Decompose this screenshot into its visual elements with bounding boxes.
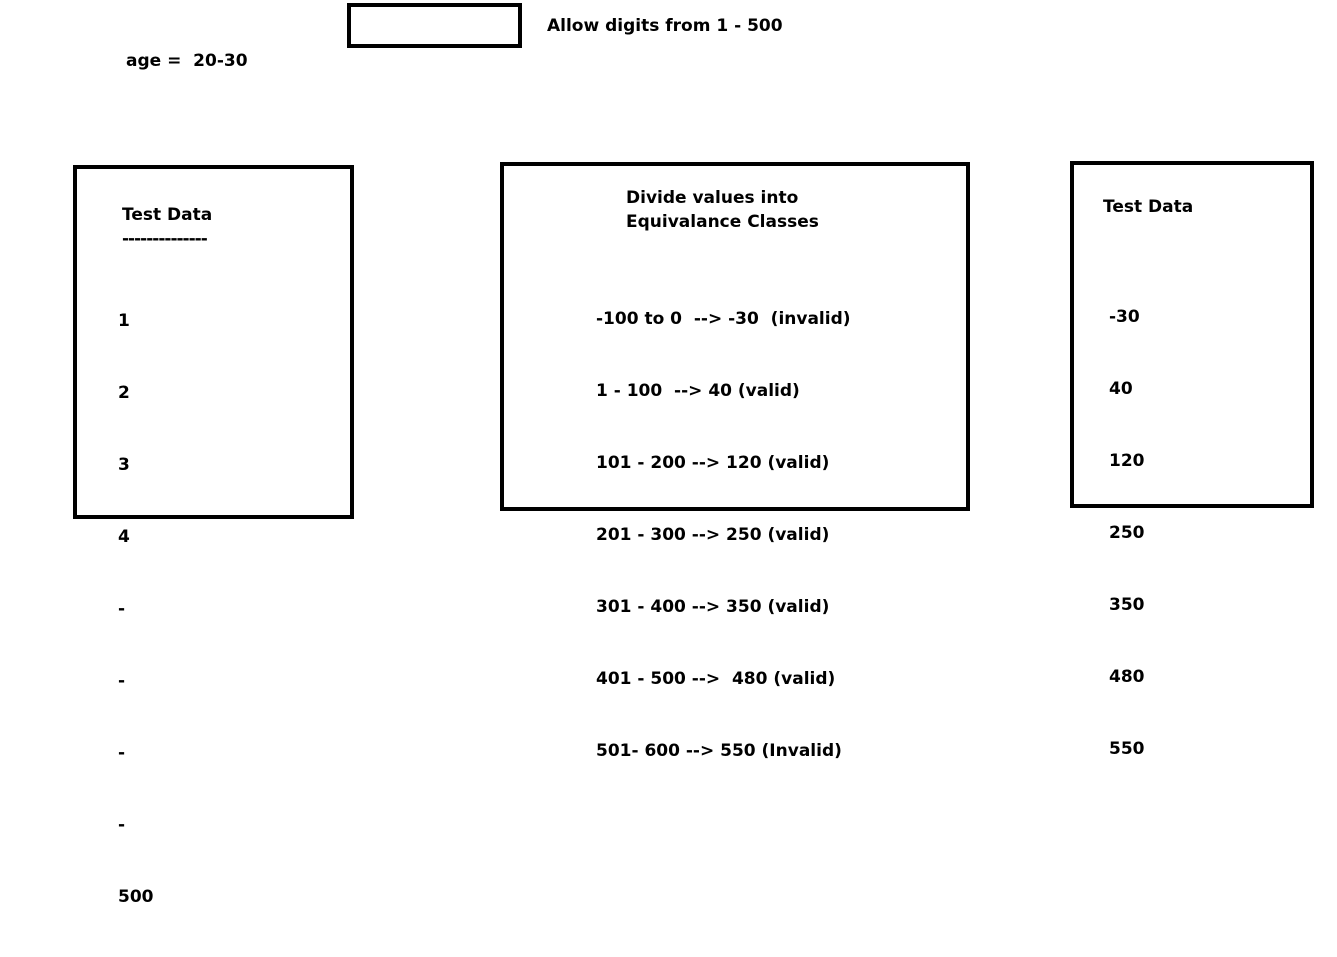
- right-panel-values: -30 40 120 250 350 480 550: [1109, 257, 1145, 809]
- input-hint: Allow digits from 1 - 500: [547, 16, 783, 36]
- middle-panel-title-line1: Divide values into: [626, 188, 799, 208]
- list-item: 1 - 100 --> 40 (valid): [596, 381, 800, 401]
- left-panel-values: 1 2 3 4 - - - - 500: [118, 261, 154, 957]
- list-item: 4: [118, 527, 130, 547]
- equivalence-class-list: -100 to 0 --> -30 (invalid) 1 - 100 --> …: [596, 259, 851, 811]
- list-item: 301 - 400 --> 350 (valid): [596, 597, 830, 617]
- age-label: age = 20-30: [126, 51, 248, 71]
- list-item: 3: [118, 455, 130, 475]
- list-item: 350: [1109, 595, 1145, 615]
- list-item: -100 to 0 --> -30 (invalid): [596, 309, 851, 329]
- right-test-data-panel: Test Data -30 40 120 250 350 480 550: [1070, 161, 1314, 759]
- list-item: 120: [1109, 451, 1145, 471]
- list-item: 40: [1109, 379, 1133, 399]
- list-item: 500: [118, 887, 154, 907]
- middle-panel-title-line2: Equivalance Classes: [626, 212, 819, 232]
- left-test-data-panel: Test Data -------------- 1 2 3 4 - - - -…: [73, 165, 354, 907]
- right-panel-title: Test Data: [1103, 197, 1194, 217]
- list-item: 101 - 200 --> 120 (valid): [596, 453, 830, 473]
- left-panel-title: Test Data: [122, 205, 213, 225]
- list-item: 401 - 500 --> 480 (valid): [596, 669, 836, 689]
- list-item: 2: [118, 383, 130, 403]
- list-item: -: [118, 599, 126, 619]
- list-item: -30: [1109, 307, 1140, 327]
- equivalence-classes-panel: Divide values into Equivalance Classes -…: [500, 162, 970, 761]
- list-item: 1: [118, 311, 130, 331]
- list-item: 550: [1109, 739, 1145, 759]
- left-panel-underline: --------------: [122, 229, 208, 249]
- list-item: 501- 600 --> 550 (Invalid): [596, 741, 842, 761]
- list-item: 480: [1109, 667, 1145, 687]
- list-item: 201 - 300 --> 250 (valid): [596, 525, 830, 545]
- list-item: -: [118, 671, 126, 691]
- list-item: -: [118, 815, 126, 835]
- list-item: 250: [1109, 523, 1145, 543]
- list-item: -: [118, 743, 126, 763]
- digits-input-box[interactable]: [347, 3, 522, 48]
